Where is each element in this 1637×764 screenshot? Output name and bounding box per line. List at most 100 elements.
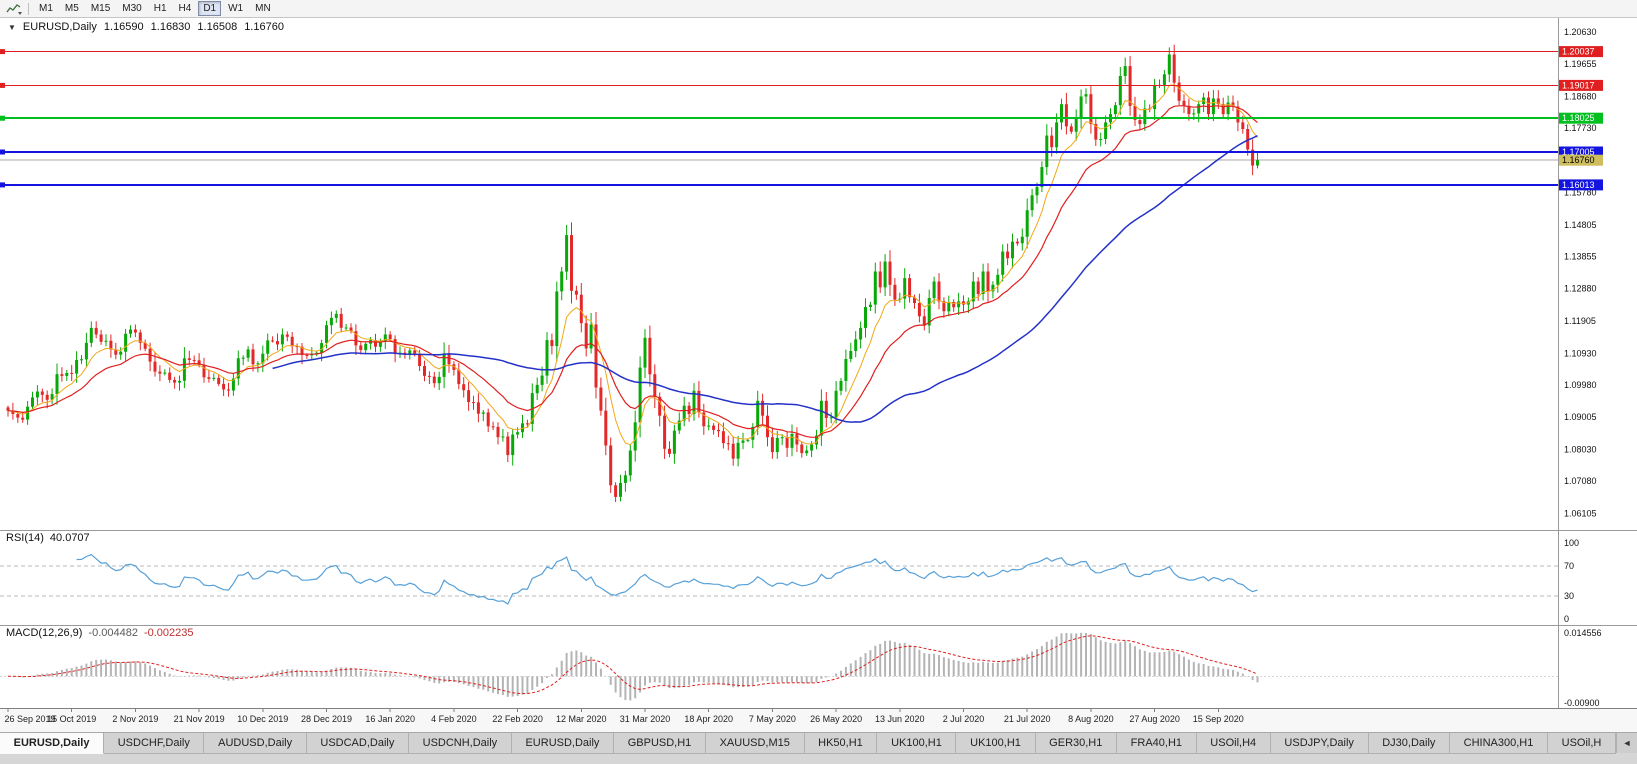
- svg-text:31 Mar 2020: 31 Mar 2020: [620, 714, 671, 724]
- svg-text:70: 70: [1564, 561, 1574, 571]
- svg-text:8 Aug 2020: 8 Aug 2020: [1068, 714, 1114, 724]
- macd-header: MACD(12,26,9) -0.004482 -0.002235: [6, 627, 194, 639]
- timeframe-button-m30[interactable]: M30: [117, 1, 146, 16]
- price-chart-panel[interactable]: 1.206301.196551.186801.177301.167551.157…: [0, 18, 1637, 530]
- toolbar-separator: [28, 2, 29, 15]
- svg-text:16 Jan 2020: 16 Jan 2020: [365, 714, 415, 724]
- chart-tab-eurusd-daily[interactable]: EURUSD,Daily: [0, 733, 105, 754]
- svg-text:1.15780: 1.15780: [1564, 188, 1597, 198]
- svg-text:1.10930: 1.10930: [1564, 348, 1597, 358]
- chart-tab-usoil-h4[interactable]: USOil,H4: [1196, 733, 1271, 754]
- top-toolbar: M1 M5 M15 M30 H1 H4 D1 W1 MN: [0, 0, 1637, 18]
- svg-text:1.18025: 1.18025: [1562, 113, 1595, 123]
- rsi-label: RSI(14): [6, 532, 44, 544]
- svg-text:1.16013: 1.16013: [1562, 180, 1595, 190]
- timeframe-button-w1[interactable]: W1: [223, 1, 248, 16]
- svg-text:26 Sep 2019: 26 Sep 2019: [4, 714, 55, 724]
- svg-text:21 Jul 2020: 21 Jul 2020: [1004, 714, 1051, 724]
- rsi-indicator-panel[interactable]: 100 70 30 0 RSI(14) 40.0707: [0, 530, 1637, 625]
- timeframe-button-m1[interactable]: M1: [34, 1, 58, 16]
- svg-text:1.16760: 1.16760: [1562, 155, 1595, 165]
- svg-text:100: 100: [1564, 538, 1579, 548]
- svg-text:1.12880: 1.12880: [1564, 284, 1597, 294]
- svg-text:1.17730: 1.17730: [1564, 123, 1597, 133]
- svg-text:13 Jun 2020: 13 Jun 2020: [875, 714, 925, 724]
- svg-text:1.14805: 1.14805: [1564, 220, 1597, 230]
- svg-text:2 Nov 2019: 2 Nov 2019: [112, 714, 158, 724]
- rsi-value: 40.0707: [49, 532, 90, 544]
- svg-text:7 May 2020: 7 May 2020: [749, 714, 796, 724]
- timeframe-button-d1[interactable]: D1: [198, 1, 222, 16]
- svg-text:26 May 2020: 26 May 2020: [810, 714, 862, 724]
- macd-plot[interactable]: 0.014556 -0.00900: [0, 625, 1637, 708]
- chart-tab-xauusd-m15[interactable]: XAUUSD,M15: [705, 733, 805, 754]
- svg-text:15 Sep 2020: 15 Sep 2020: [1193, 714, 1244, 724]
- chart-tab-bar: EURUSD,Daily USDCHF,Daily AUDUSD,Daily USDC…: [0, 732, 1637, 764]
- rsi-header: RSI(14) 40.0707: [6, 532, 90, 544]
- svg-text:18 Apr 2020: 18 Apr 2020: [684, 714, 733, 724]
- time-axis[interactable]: 26 Sep 2019 15 Oct 2019 2 Nov 2019 21 Nov 2…: [0, 708, 1637, 732]
- chart-tab-fra40-h1[interactable]: FRA40,H1: [1117, 733, 1197, 754]
- chart-tab-gbpusd-h1[interactable]: GBPUSD,H1: [614, 733, 706, 754]
- svg-text:1.13855: 1.13855: [1564, 251, 1597, 261]
- svg-text:21 Nov 2019: 21 Nov 2019: [174, 714, 225, 724]
- chart-tab-ger30-h1[interactable]: GER30,H1: [1035, 733, 1118, 754]
- chart-tab-uk100-h1[interactable]: UK100,H1: [956, 733, 1036, 754]
- chart-tab-dj30-daily[interactable]: DJ30,Daily: [1368, 733, 1451, 754]
- ohlc-open: 1.16590: [103, 21, 144, 33]
- svg-text:1.09980: 1.09980: [1564, 380, 1597, 390]
- chart-tab-hk50-h1[interactable]: HK50,H1: [804, 733, 878, 754]
- timeframe-button-h4[interactable]: H4: [174, 1, 197, 16]
- svg-text:2 Jul 2020: 2 Jul 2020: [943, 714, 985, 724]
- svg-text:1.17005: 1.17005: [1562, 147, 1595, 157]
- chart-tab-uk100-h1[interactable]: UK100,H1: [877, 733, 957, 754]
- svg-text:22 Feb 2020: 22 Feb 2020: [492, 714, 543, 724]
- timeframe-button-m5[interactable]: M5: [60, 1, 84, 16]
- svg-text:4 Feb 2020: 4 Feb 2020: [431, 714, 477, 724]
- svg-text:28 Dec 2019: 28 Dec 2019: [301, 714, 352, 724]
- macd-indicator-panel[interactable]: 0.014556 -0.00900 MACD(12,26,9) -0.004482…: [0, 625, 1637, 708]
- svg-text:1.20037: 1.20037: [1562, 47, 1595, 57]
- chart-tab-usoil-h[interactable]: USOil,H: [1548, 733, 1617, 754]
- svg-text:27 Aug 2020: 27 Aug 2020: [1129, 714, 1180, 724]
- svg-text:0.014556: 0.014556: [1564, 628, 1602, 638]
- chart-tab-usdcnh-daily[interactable]: USDCNH,Daily: [408, 733, 512, 754]
- svg-text:0: 0: [1564, 614, 1569, 624]
- ohlc-high: 1.16830: [150, 21, 191, 33]
- chart-tab-usdchf-daily[interactable]: USDCHF,Daily: [104, 733, 205, 754]
- one-click-trading-toggle[interactable]: ▼: [8, 22, 16, 32]
- svg-text:10 Dec 2019: 10 Dec 2019: [237, 714, 288, 724]
- candlestick-chart[interactable]: 1.206301.196551.186801.177301.167551.157…: [0, 18, 1637, 530]
- svg-text:15 Oct 2019: 15 Oct 2019: [47, 714, 96, 724]
- svg-text:1.19017: 1.19017: [1562, 80, 1595, 90]
- svg-text:1.11905: 1.11905: [1564, 316, 1596, 326]
- svg-text:1.18680: 1.18680: [1564, 92, 1597, 102]
- svg-text:1.19655: 1.19655: [1564, 59, 1597, 69]
- macd-main-value: -0.004482: [88, 627, 138, 639]
- svg-text:-0.00900: -0.00900: [1564, 698, 1600, 708]
- ohlc-low: 1.16508: [197, 21, 238, 33]
- chart-type-icon[interactable]: [4, 2, 24, 16]
- svg-text:12 Mar 2020: 12 Mar 2020: [556, 714, 607, 724]
- chart-symbol-label: EURUSD,Daily: [22, 21, 97, 33]
- svg-text:30: 30: [1564, 591, 1574, 601]
- timeframe-button-mn[interactable]: MN: [250, 1, 276, 16]
- macd-signal-value: -0.002235: [143, 627, 194, 639]
- chart-tab-usdcad-daily[interactable]: USDCAD,Daily: [306, 733, 409, 754]
- chart-header: ▼ EURUSD,Daily 1.16590 1.16830 1.16508 1…: [8, 21, 284, 33]
- svg-text:1.08030: 1.08030: [1564, 445, 1597, 455]
- timeframe-buttons: M1 M5 M15 M30 H1 H4 D1 W1 MN: [33, 1, 277, 16]
- svg-text:1.06105: 1.06105: [1564, 508, 1597, 518]
- timeframe-button-h1[interactable]: H1: [149, 1, 172, 16]
- chart-tab-eurusd-daily[interactable]: EURUSD,Daily: [511, 733, 615, 754]
- timeframe-button-m15[interactable]: M15: [86, 1, 115, 16]
- rsi-plot[interactable]: 100 70 30 0: [0, 530, 1637, 625]
- svg-text:1.09005: 1.09005: [1564, 412, 1597, 422]
- chart-tab-audusd-daily[interactable]: AUDUSD,Daily: [204, 733, 307, 754]
- chart-tab-china300-h1[interactable]: CHINA300,H1: [1450, 733, 1549, 754]
- chart-tab-usdjpy-daily[interactable]: USDJPY,Daily: [1270, 733, 1369, 754]
- time-axis-labels: 26 Sep 2019 15 Oct 2019 2 Nov 2019 21 Nov 2…: [0, 708, 1637, 732]
- svg-text:1.07080: 1.07080: [1564, 476, 1597, 486]
- tab-scroll-left-icon[interactable]: ◄: [1616, 733, 1637, 753]
- svg-text:1.20630: 1.20630: [1564, 27, 1597, 37]
